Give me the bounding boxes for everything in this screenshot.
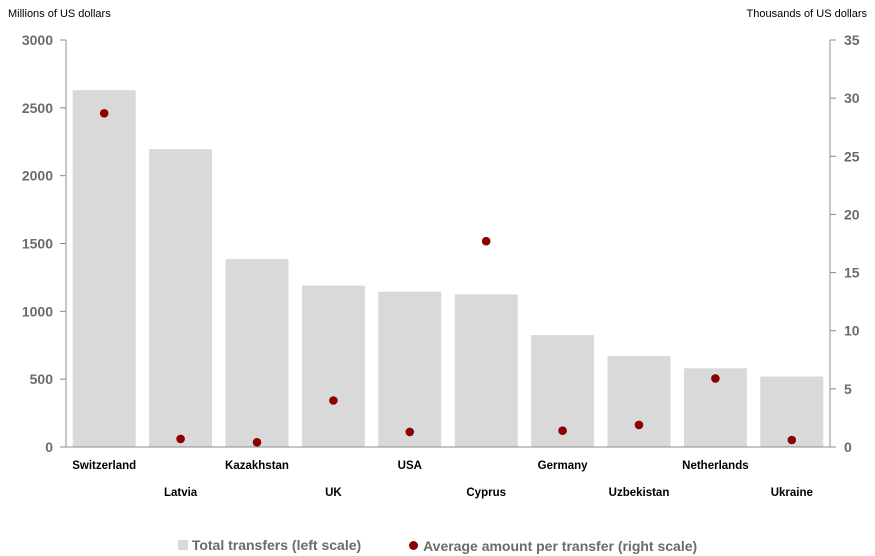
point-usa [405,427,415,437]
bar-cyprus [454,294,518,447]
category-label-kazakhstan: Kazakhstan [225,460,289,472]
left-tick-label: 1000 [22,303,53,319]
right-tick-label: 15 [844,265,860,281]
point-switzerland [99,109,109,118]
right-tick-label: 30 [844,90,860,106]
axes: 0 500 1000 1500 2000 2500 3000 0 5 10 15 20 25 30 35 [22,32,860,455]
legend-item-average-amount: Average amount per transfer (right scale… [409,538,697,554]
category-label-netherlands: Netherlands [682,460,748,472]
category-label-switzerland: Switzerland [72,460,136,472]
legend-dot-swatch [409,541,419,550]
bar-series [72,90,824,447]
category-label-uzbekistan: Uzbekistan [609,487,670,499]
bar-uzbekistan [607,356,671,447]
point-germany [558,426,567,436]
point-netherlands [711,374,720,383]
left-tick-label: 2000 [22,168,53,184]
left-tick-label: 0 [45,439,53,455]
bar-uk [301,285,365,447]
right-tick-label: 35 [844,32,860,48]
right-tick-label: 10 [844,323,860,339]
legend-item-total-transfers: Total transfers (left scale) [177,537,362,553]
category-label-latvia: Latvia [164,487,198,499]
point-uk [329,396,338,405]
category-label-usa: USA [398,460,422,472]
bar-latvia [149,149,213,447]
right-tick-label: 0 [844,439,852,455]
legend-bar-swatch [177,540,188,550]
left-tick-label: 1500 [22,236,53,252]
category-label-ukraine: Ukraine [771,487,813,499]
legend: Total transfers (left scale) Average amo… [0,537,875,554]
left-tick-label: 3000 [22,32,53,48]
category-label-cyprus: Cyprus [466,487,506,499]
bar-kazakhstan [225,259,289,447]
category-labels: Switzerland Latvia Kazakhstan UK USA Cyprus Ge… [72,460,813,499]
point-latvia [176,434,185,444]
legend-label-average-amount: Average amount per transfer (right scale… [423,537,698,554]
left-tick-label: 2500 [22,100,53,116]
point-uzbekistan [634,420,644,430]
point-ukraine [787,435,797,445]
scatter-series [99,109,797,447]
bar-ukraine [760,376,824,447]
point-cyprus [481,236,491,246]
point-kazakhstan [252,438,262,447]
left-axis-unit-label: Millions of US dollars [8,8,111,20]
bar-switzerland [72,90,136,447]
legend-label-total-transfers: Total transfers (left scale) [191,537,362,553]
chart-plot: 0 500 1000 1500 2000 2500 3000 0 5 10 15 20 25 30 35 S… [22,32,860,499]
category-label-uk: UK [325,487,342,499]
right-tick-label: 25 [844,148,860,164]
right-axis-unit-label: Thousands of US dollars [746,8,867,20]
bar-usa [378,291,442,447]
category-label-germany: Germany [538,460,588,472]
right-tick-label: 20 [844,206,860,222]
right-tick-label: 5 [844,381,852,397]
left-tick-label: 500 [30,371,54,387]
